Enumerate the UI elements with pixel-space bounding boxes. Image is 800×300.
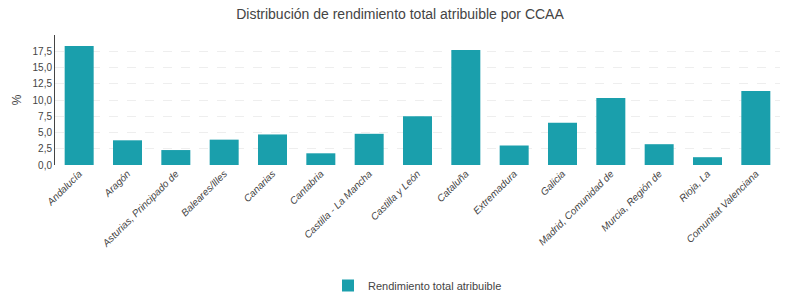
svg-text:Madrid, Comunidad de: Madrid, Comunidad de (536, 168, 616, 248)
svg-text:10,0: 10,0 (33, 95, 53, 106)
svg-text:Canarias: Canarias (241, 168, 277, 204)
svg-text:Rendimiento total atribuible: Rendimiento total atribuible (368, 280, 501, 292)
svg-text:Cantabria: Cantabria (287, 168, 326, 207)
svg-text:2,5: 2,5 (38, 143, 52, 154)
svg-text:17,5: 17,5 (33, 46, 53, 57)
svg-text:15,0: 15,0 (33, 62, 53, 73)
svg-text:Extremadura: Extremadura (471, 168, 520, 217)
svg-text:Andalucía: Andalucía (44, 168, 84, 208)
svg-text:5,0: 5,0 (38, 127, 52, 138)
svg-text:Asturias, Principado de: Asturias, Principado de (100, 168, 182, 250)
svg-text:12,5: 12,5 (33, 78, 53, 89)
svg-text:Aragón: Aragón (101, 168, 133, 200)
svg-text:Castilla y León: Castilla y León (368, 168, 422, 222)
svg-text:Comunitat Valenciana: Comunitat Valenciana (684, 168, 761, 245)
svg-text:Murcia, Región de: Murcia, Región de (599, 168, 664, 233)
svg-text:Rioja, La: Rioja, La (677, 168, 713, 204)
svg-text:Galicia: Galicia (538, 168, 568, 198)
svg-text:%: % (10, 94, 24, 105)
svg-text:Castilla - La Mancha: Castilla - La Mancha (302, 168, 375, 241)
svg-text:Cataluña: Cataluña (435, 168, 471, 204)
svg-text:7,5: 7,5 (38, 111, 52, 122)
svg-text:Baleares/Illes: Baleares/Illes (179, 168, 229, 218)
svg-text:0,0: 0,0 (38, 160, 52, 171)
svg-text:Distribución de rendimiento to: Distribución de rendimiento total atribu… (236, 6, 564, 22)
